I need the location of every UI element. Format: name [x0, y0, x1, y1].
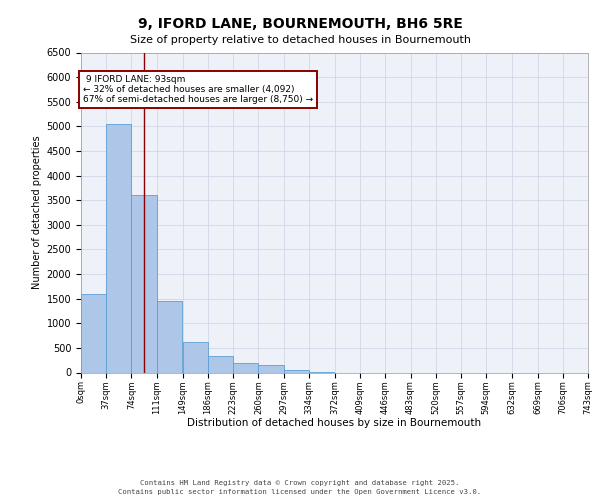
Bar — [106, 124, 131, 372]
Text: Size of property relative to detached houses in Bournemouth: Size of property relative to detached ho… — [130, 35, 470, 45]
Bar — [81, 294, 106, 372]
Text: 9 IFORD LANE: 93sqm
← 32% of detached houses are smaller (4,092)
67% of semi-det: 9 IFORD LANE: 93sqm ← 32% of detached ho… — [83, 74, 313, 104]
Bar — [259, 365, 284, 372]
Text: Contains HM Land Registry data © Crown copyright and database right 2025.
Contai: Contains HM Land Registry data © Crown c… — [118, 480, 482, 495]
Bar — [284, 370, 309, 372]
Bar — [233, 363, 259, 372]
X-axis label: Distribution of detached houses by size in Bournemouth: Distribution of detached houses by size … — [187, 418, 482, 428]
Y-axis label: Number of detached properties: Number of detached properties — [32, 136, 43, 290]
Bar — [157, 301, 182, 372]
Bar — [208, 356, 233, 372]
Bar — [131, 196, 157, 372]
Text: 9, IFORD LANE, BOURNEMOUTH, BH6 5RE: 9, IFORD LANE, BOURNEMOUTH, BH6 5RE — [137, 18, 463, 32]
Bar — [182, 342, 208, 372]
